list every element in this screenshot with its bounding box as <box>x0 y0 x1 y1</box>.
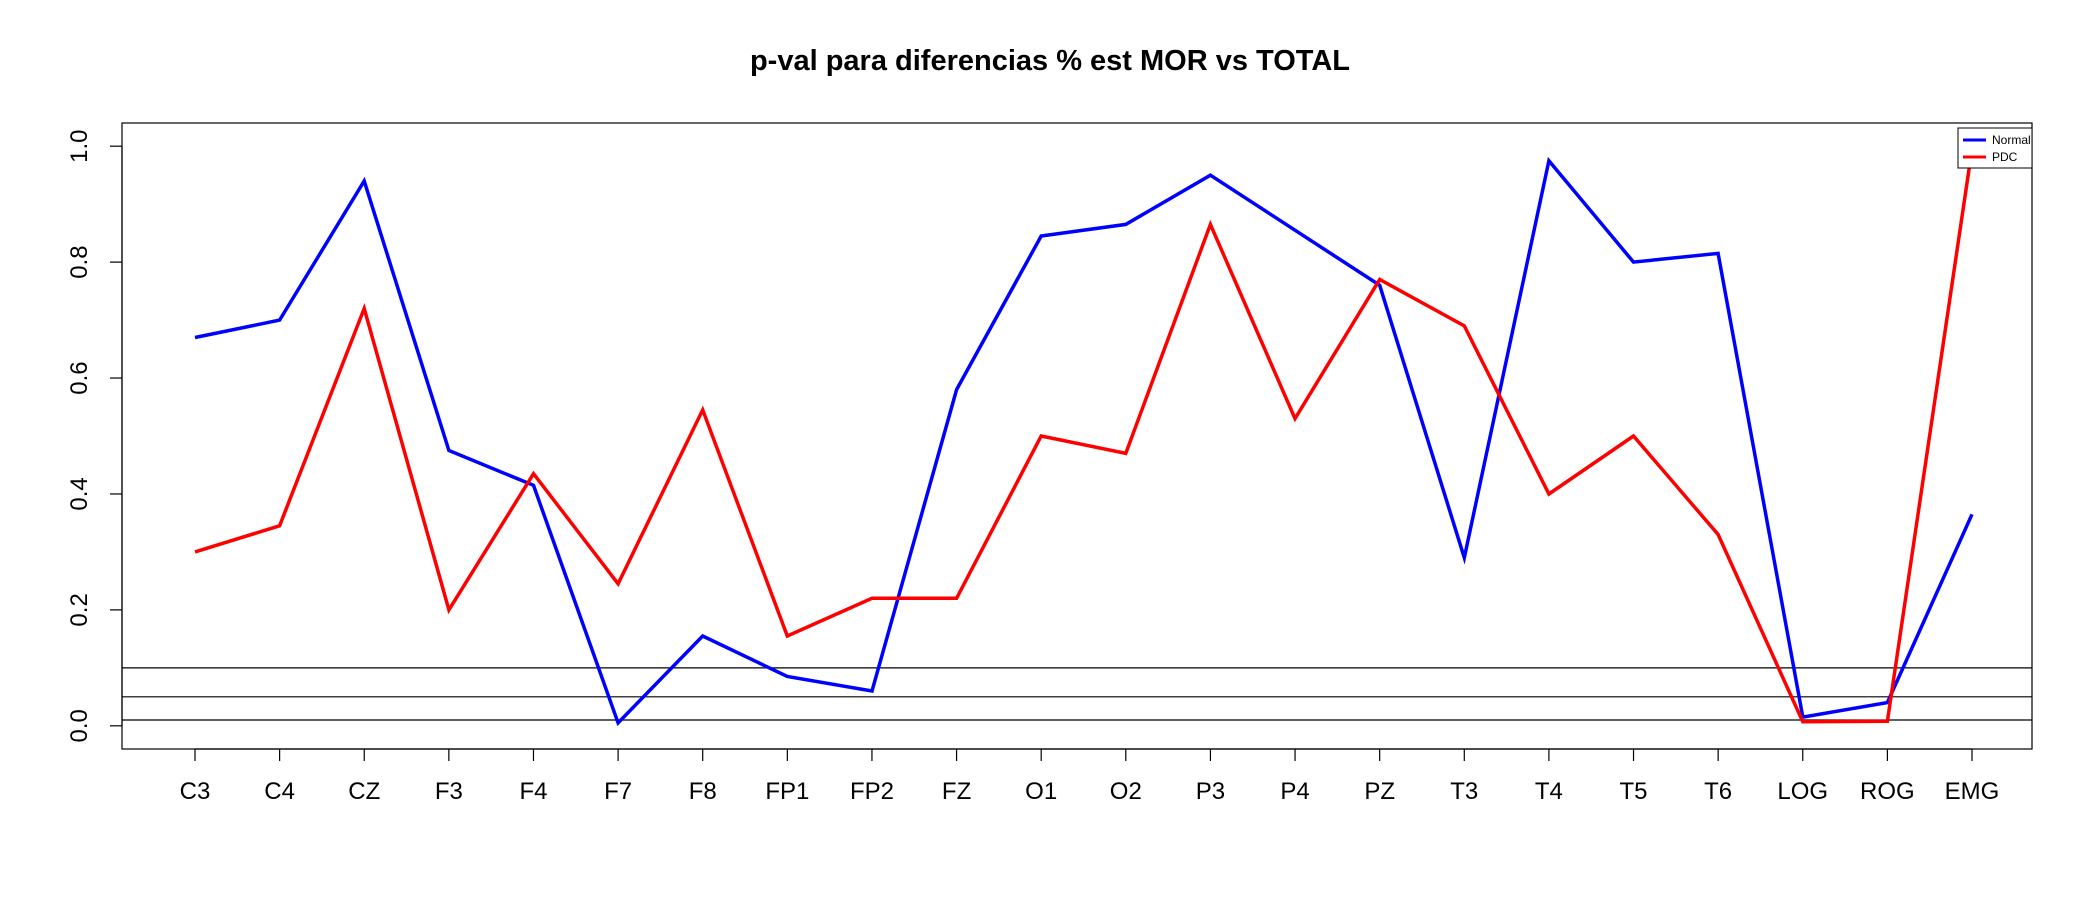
plot-frame <box>121 122 2033 750</box>
x-tick-label: FP2 <box>850 778 894 805</box>
x-tick-label: ROG <box>1860 778 1915 805</box>
x-tick-label: F3 <box>435 778 463 805</box>
series-line-pdc <box>194 148 1974 724</box>
x-tick-label: T6 <box>1704 778 1732 805</box>
series-line-normal <box>194 156 1974 727</box>
x-tick-label: P4 <box>1280 778 1309 805</box>
y-tick-label: 0.4 <box>66 477 93 510</box>
x-tick-label: O1 <box>1025 778 1057 805</box>
y-tick-label: 0.8 <box>66 245 93 278</box>
reference-lines <box>122 667 2032 721</box>
y-axis: 0.0 0.2 0.4 0.6 0.8 1.0 <box>66 129 123 743</box>
y-tick-label: 0.6 <box>66 361 93 394</box>
x-tick-label: C4 <box>264 778 295 805</box>
y-tick-label: 0.2 <box>66 593 93 626</box>
series-layer <box>194 148 1974 727</box>
x-tick-label: T4 <box>1535 778 1563 805</box>
x-tick-label: FP1 <box>765 778 809 805</box>
x-tick-label: P3 <box>1196 778 1225 805</box>
x-axis: C3 C4 CZ F3 F4 F7 F8 FP1 FP2 FZ O1 O2 P3 P4 PZ T3 T4 T5 T6… <box>180 748 2000 805</box>
x-tick-label: CZ <box>348 778 380 805</box>
x-tick-label: F7 <box>604 778 632 805</box>
x-tick-label: T5 <box>1620 778 1648 805</box>
x-tick-label: O2 <box>1110 778 1142 805</box>
x-tick-label: LOG <box>1777 778 1828 805</box>
legend-box <box>1957 127 2033 169</box>
x-tick-label: EMG <box>1945 778 2000 805</box>
y-tick-label: 1.0 <box>66 129 93 162</box>
x-tick-label: T3 <box>1450 778 1478 805</box>
x-tick-label: FZ <box>942 778 971 805</box>
chart-title: p-val para diferencias % est MOR vs TOTA… <box>750 45 1350 77</box>
x-tick-label: F8 <box>689 778 717 805</box>
x-tick-label: PZ <box>1364 778 1395 805</box>
y-tick-label: 0.0 <box>66 709 93 742</box>
legend-label-pdc: PDC <box>1992 150 2018 164</box>
legend: Normal PDC <box>1957 127 2033 169</box>
legend-label-normal: Normal <box>1992 133 2031 147</box>
x-tick-label: C3 <box>180 778 211 805</box>
x-tick-label: F4 <box>519 778 547 805</box>
